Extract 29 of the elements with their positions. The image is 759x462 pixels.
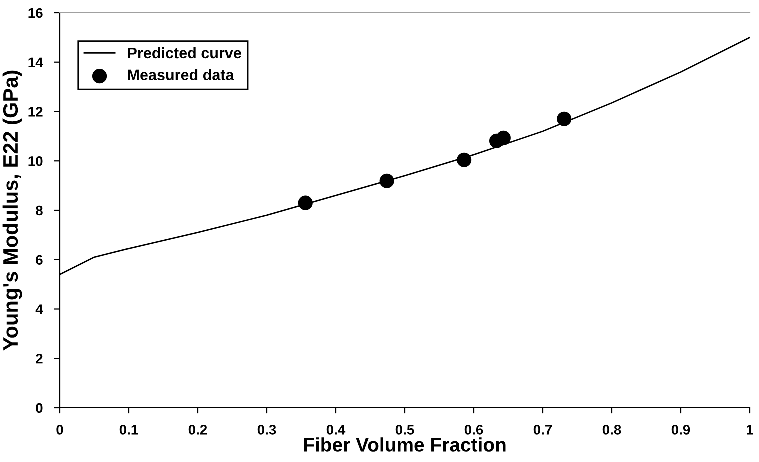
y-tick-label: 6	[36, 255, 43, 266]
x-tick-label: 1	[747, 425, 754, 435]
x-tick-label: 0.4	[326, 425, 346, 435]
x-tick-label: 0.6	[464, 425, 484, 435]
y-axis-title: Young's Modulus, E22 (GPa)	[2, 70, 22, 351]
point	[380, 174, 394, 188]
x-tick-label: 0.9	[672, 425, 690, 435]
x-tick-label: 0.5	[396, 425, 414, 435]
y-tick-label: 2	[36, 354, 43, 364]
x-tick-label: 0.3	[258, 425, 276, 435]
x-tick-label: 0.2	[188, 425, 208, 435]
y-tick-label: 8	[36, 206, 43, 216]
point	[557, 112, 572, 126]
legend-label: Predicted curve	[128, 47, 242, 59]
point	[457, 152, 472, 168]
x-tick-label: 0	[56, 425, 64, 435]
x-tick-label: 0.1	[120, 425, 138, 435]
x-tick-label: 0.7	[534, 425, 552, 435]
y-tick-label: 16	[28, 8, 43, 18]
x-tick-label: 0.8	[602, 425, 622, 435]
legend-label: Measured data	[128, 69, 234, 80]
y-tick-label: 4	[36, 304, 44, 314]
y-tick-label: 0	[36, 403, 43, 414]
point	[298, 196, 313, 210]
y-tick-label: 10	[28, 156, 43, 166]
y-tick-label: 12	[28, 107, 43, 117]
x-axis-title: Fiber Volume Fraction	[304, 438, 506, 452]
y-tick-label: 14	[28, 58, 44, 68]
point	[496, 130, 511, 146]
